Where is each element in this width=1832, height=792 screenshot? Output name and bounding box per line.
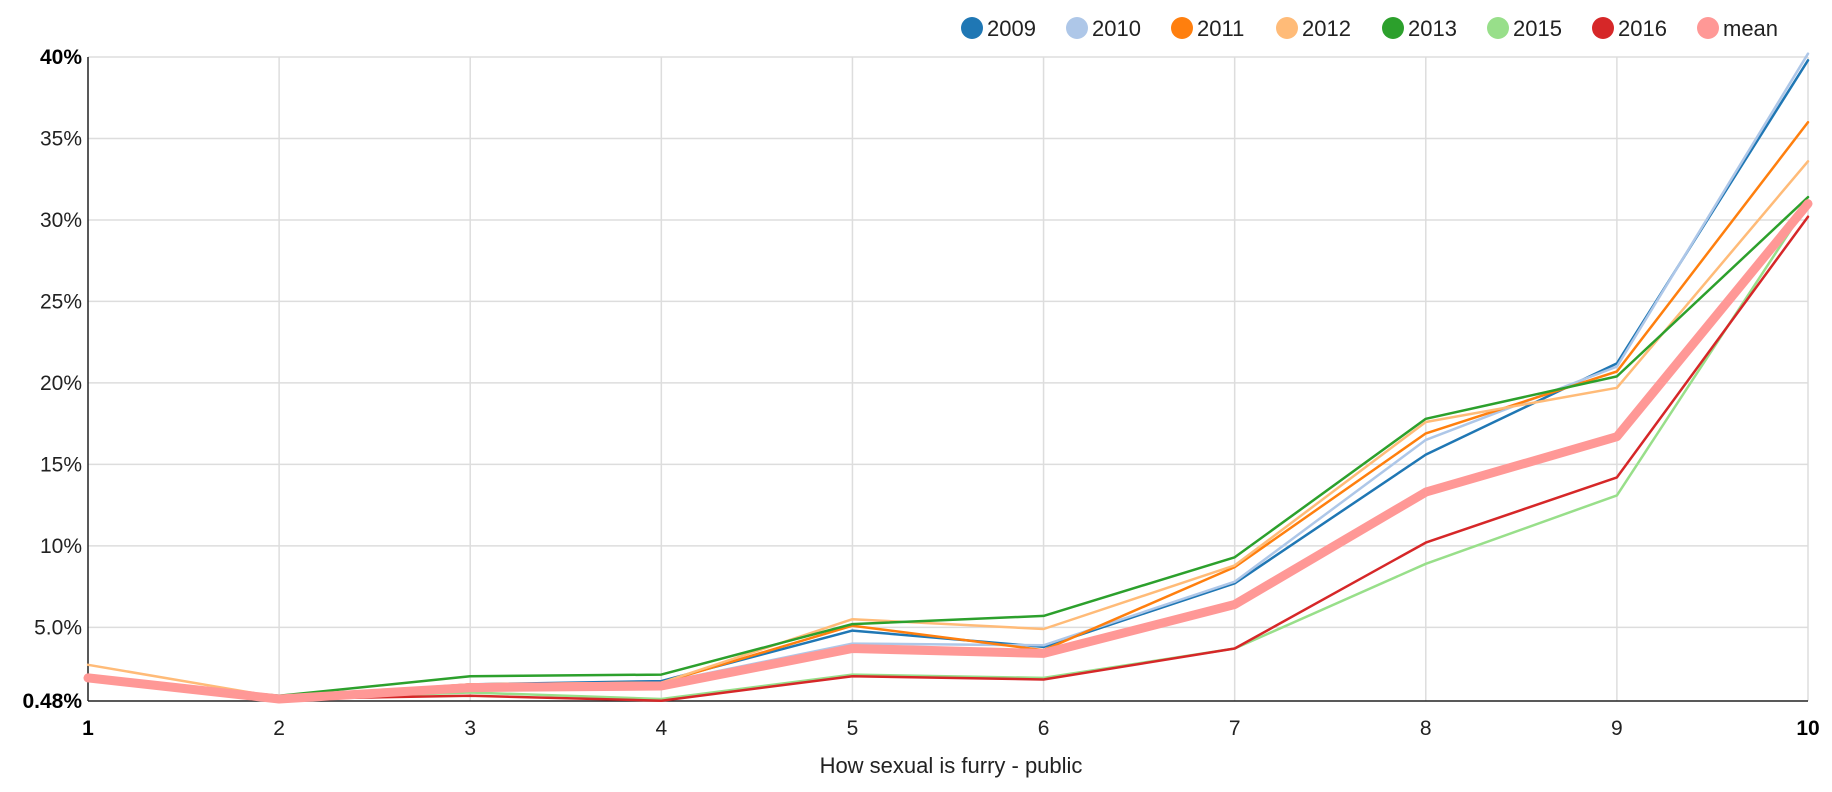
y-tick-label: 30% [40, 209, 82, 232]
x-tick-label: 1 [82, 717, 94, 740]
y-tick-label: 0.48% [22, 690, 82, 713]
series-line-2010 [86, 52, 1810, 698]
legend-swatch [1382, 17, 1404, 39]
legend-label: 2016 [1618, 16, 1667, 41]
x-tick-label: 10 [1796, 717, 1819, 740]
y-tick-label: 40% [40, 46, 82, 69]
x-tick-label: 9 [1611, 717, 1623, 740]
legend-swatch [1697, 17, 1719, 39]
legend-item-2013[interactable]: 2013 [1382, 16, 1457, 41]
legend-label: mean [1723, 16, 1778, 41]
legend-swatch [1276, 17, 1298, 39]
legend: 2009 2010 2011 2012 2013 2015 2016 mean [961, 16, 1778, 41]
x-axis-title: How sexual is furry - public [820, 753, 1083, 778]
y-tick-label: 35% [40, 127, 82, 150]
legend-swatch [961, 17, 983, 39]
legend-swatch [1066, 17, 1088, 39]
y-tick-label: 25% [40, 290, 82, 313]
legend-item-mean[interactable]: mean [1697, 16, 1778, 41]
legend-item-2011[interactable]: 2011 [1171, 16, 1244, 41]
legend-item-2012[interactable]: 2012 [1276, 16, 1351, 41]
x-tick-label: 7 [1229, 717, 1241, 740]
legend-item-2016[interactable]: 2016 [1592, 16, 1667, 41]
x-tick-label: 5 [847, 717, 859, 740]
axes: 0.48% 5.0% 10% 15% 20% 25% 30% 35% 40% 1 2 3 4 5 6 7 8 9 1… [22, 46, 1819, 740]
x-tick-label: 8 [1420, 717, 1432, 740]
legend-swatch [1592, 17, 1614, 39]
legend-label: 2009 [987, 16, 1036, 41]
y-tick-label: 10% [40, 535, 82, 558]
x-tick-label: 2 [273, 717, 285, 740]
series-line-2011 [86, 120, 1810, 699]
legend-item-2009[interactable]: 2009 [961, 16, 1036, 41]
legend-item-2015[interactable]: 2015 [1487, 16, 1562, 41]
series-line-mean [83, 199, 1813, 704]
y-tick-label: 15% [40, 453, 82, 476]
y-tick-label: 5.0% [34, 616, 82, 639]
legend-label: 2012 [1302, 16, 1351, 41]
series-line-2013 [86, 195, 1810, 698]
legend-label: 2010 [1092, 16, 1141, 41]
x-tick-label: 3 [464, 717, 476, 740]
x-tick-label: 4 [655, 717, 667, 740]
series-line-2012 [86, 160, 1810, 699]
y-tick-label: 20% [40, 372, 82, 395]
legend-item-2010[interactable]: 2010 [1066, 16, 1141, 41]
legend-label: 2013 [1408, 16, 1457, 41]
series-line-2009 [86, 59, 1810, 701]
legend-label: 2015 [1513, 16, 1562, 41]
gridlines [88, 56, 1809, 701]
legend-swatch [1171, 17, 1193, 39]
x-tick-label: 6 [1038, 717, 1050, 740]
series-lines [83, 52, 1813, 704]
legend-swatch [1487, 17, 1509, 39]
legend-label: 2011 [1197, 16, 1244, 41]
